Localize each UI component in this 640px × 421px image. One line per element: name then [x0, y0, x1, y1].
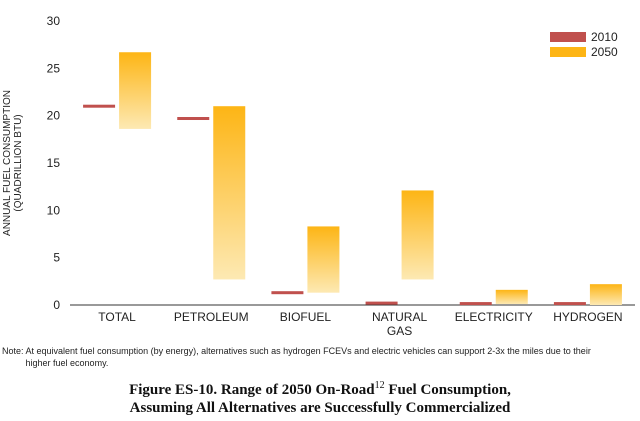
y-tick-label: 20 — [47, 109, 61, 123]
x-tick-label: ELECTRICITY — [455, 310, 533, 324]
legend-swatch-2050 — [550, 47, 586, 57]
bar-2010-marker — [177, 117, 210, 121]
bar-2010-marker — [271, 291, 304, 295]
legend-label-2050: 2050 — [591, 45, 618, 59]
y-tick-label: 5 — [53, 251, 60, 265]
legend-swatch-2010 — [550, 32, 586, 42]
legend-label-2010: 2010 — [591, 30, 618, 44]
y-axis-label: ANNUAL FUEL CONSUMPTION (QUADRILLION BTU) — [2, 90, 24, 236]
y-tick-label: 15 — [47, 156, 61, 170]
bar-2010-marker — [553, 302, 586, 306]
caption-line-2: Assuming All Alternatives are Successful… — [129, 400, 511, 416]
bar-2010-marker — [459, 302, 492, 306]
bar-2050-range — [213, 106, 246, 280]
x-tick-label: PETROLEUM — [174, 310, 249, 324]
y-tick-label: 25 — [47, 61, 61, 75]
x-tick-label: GAS — [387, 324, 412, 338]
caption-line-1-start: Figure ES-10. Range of 2050 On-Road — [129, 382, 375, 398]
note-label: Note: — [2, 346, 24, 356]
chart-note: Note: At equivalent fuel consumption (by … — [2, 346, 638, 369]
y-tick-labels: 0 5 10 15 20 25 30 — [47, 14, 61, 312]
y-tick-label: 30 — [47, 14, 61, 28]
bar-2050-range — [307, 226, 340, 293]
y-tick-label: 0 — [53, 298, 60, 312]
bar-2050-range — [589, 284, 622, 305]
x-tick-label: NATURAL — [372, 310, 427, 324]
figure-caption: Figure ES-10. Range of 2050 On-Road12 Fu… — [0, 381, 640, 417]
x-tick-label: HYDROGEN — [553, 310, 622, 324]
caption-superscript: 12 — [374, 380, 385, 391]
y-axis-title-line: (QUADRILLION BTU) — [13, 114, 24, 211]
2010-markers — [83, 104, 586, 306]
range-bars — [119, 52, 622, 305]
bar-2050-range — [495, 289, 528, 305]
bar-2050-range — [401, 190, 434, 280]
y-axis-title-line: ANNUAL FUEL CONSUMPTION — [2, 90, 13, 236]
bar-2010-marker — [83, 104, 116, 108]
x-tick-label: BIOFUEL — [280, 310, 332, 324]
note-text: At equivalent fuel consumption (by energ… — [25, 346, 591, 368]
caption-line-1-end: Fuel Consumption, — [384, 382, 511, 398]
x-tick-label: TOTAL — [98, 310, 136, 324]
bar-2050-range — [119, 52, 152, 129]
bar-2010-marker — [365, 301, 398, 305]
caption-line-1: Figure ES-10. Range of 2050 On-Road12 Fu… — [0, 381, 640, 399]
y-tick-label: 10 — [47, 203, 61, 217]
